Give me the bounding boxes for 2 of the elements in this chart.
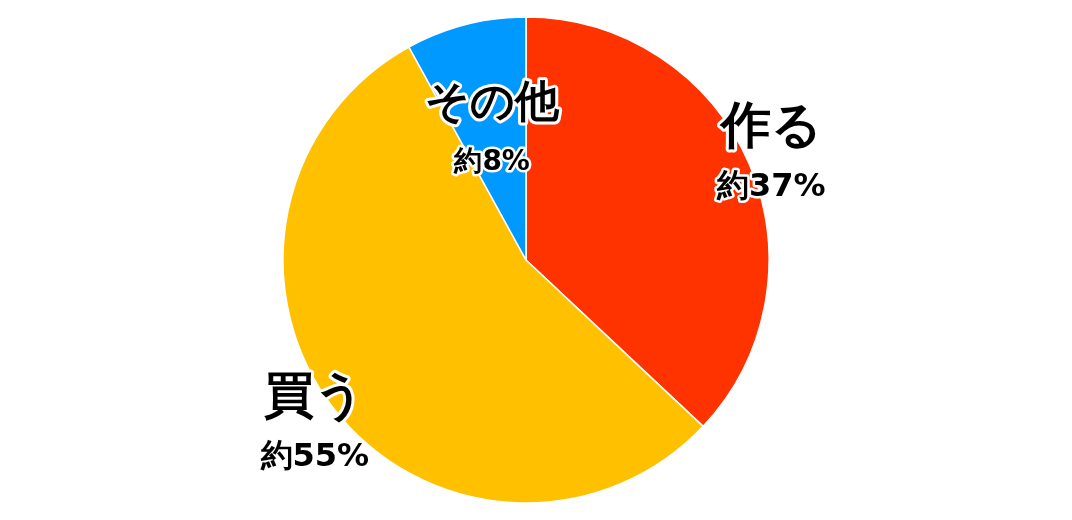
data-label: 約55% xyxy=(259,435,370,474)
slice-label: 買う xyxy=(264,365,366,424)
